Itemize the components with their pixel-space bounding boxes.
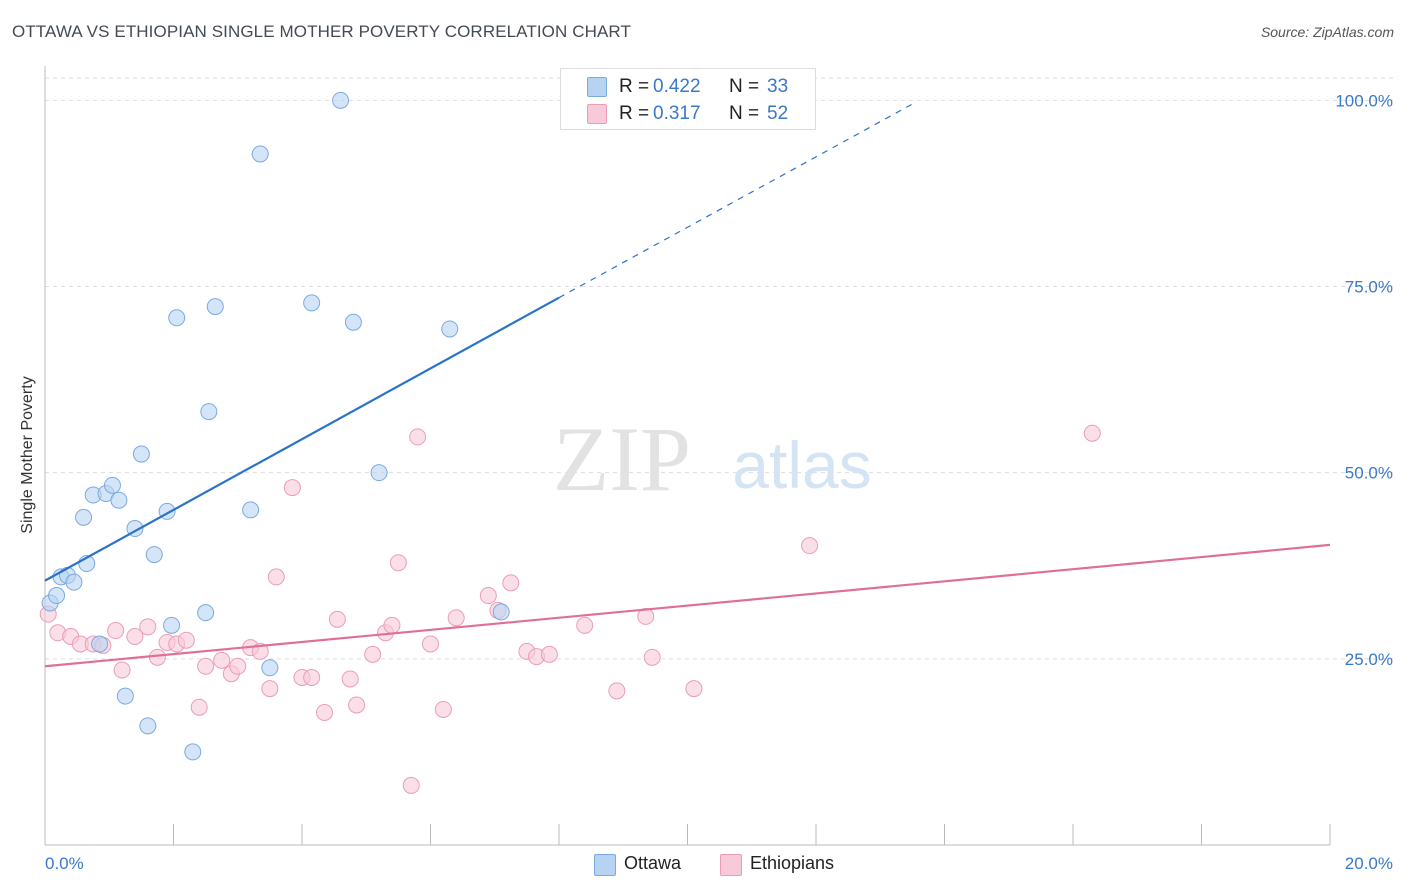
legend-row-ottawa: R = 0.422 N = 33 [561,75,815,101]
r-label: R = [619,103,650,124]
legend-label: Ethiopians [750,853,835,873]
ethiopians-point [685,680,703,698]
n-value: 52 [767,103,789,124]
n-label: N = [729,76,760,97]
watermark-zip: ZIP [553,408,691,510]
ethiopians-point [328,610,346,628]
ottawa-point [116,687,134,705]
ottawa-point [91,635,109,653]
ottawa-point [206,298,224,316]
ethiopians-point [348,696,366,714]
n-label: N = [729,103,760,124]
legend-label: Ottawa [624,853,682,873]
ottawa-point [132,445,150,463]
chart-title: OTTAWA VS ETHIOPIAN SINGLE MOTHER POVERT… [12,22,631,41]
ottawa-point [242,501,260,519]
y-tick-label: 50.0% [1345,464,1393,483]
ethiopians-point [643,648,661,666]
ethiopians-point [197,657,215,675]
ethiopians-trend-line [44,543,1331,668]
ethiopians-point [177,631,195,649]
correlation-legend: R = 0.422 N = 33 R = 0.317 N = 52 [560,68,816,130]
legend-row-ethiopians: R = 0.317 N = 52 [561,102,815,128]
ethiopians-point [303,668,321,686]
ethiopians-point [608,682,626,700]
ethiopians-point [139,618,157,636]
ethiopians-point [402,776,420,794]
ethiopians-point [801,537,819,555]
axes [44,66,1331,846]
ethiopians-point [637,607,655,625]
ethiopians-point [283,479,301,497]
ottawa-point [370,464,388,482]
r-label: R = [619,76,650,97]
ethiopians-point [1083,424,1101,442]
ottawa-point [75,508,93,526]
ethiopians-point [261,680,279,698]
ethiopians-point [190,698,208,716]
grid-lines [45,77,1395,660]
ethiopians-swatch [587,104,607,124]
ethiopians-point [113,661,131,679]
ethiopians-point [383,616,401,634]
ottawa-point [48,587,66,605]
r-value: 0.422 [653,76,701,97]
ottawa-swatch [594,854,616,876]
ottawa-trend-line [44,296,560,582]
ottawa-point [332,91,350,109]
ottawa-trend-extension [558,103,913,299]
ottawa-point [251,145,269,163]
ethiopians-point [229,657,247,675]
ottawa-point [197,604,215,622]
ethiopians-point [126,627,144,645]
r-value: 0.317 [653,103,701,124]
ethiopians-point [502,574,520,592]
watermark: ZIP atlas [553,408,872,510]
ottawa-point [145,546,163,564]
ethiopians-point [389,554,407,572]
source-credit: Source: ZipAtlas.com [1260,24,1394,40]
trend-lines [44,103,1331,668]
ottawa-point [110,491,128,509]
ottawa-point [344,313,362,331]
ottawa-point [492,603,510,621]
ethiopians-point [213,651,231,669]
ethiopians-point [479,587,497,605]
ottawa-point [200,403,218,421]
ethiopians-swatch [720,854,742,876]
ottawa-swatch [587,77,607,97]
ottawa-point [163,616,181,634]
watermark-atlas: atlas [732,428,871,502]
ottawa-point [139,717,157,735]
ottawa-point [168,309,186,327]
ottawa-point [65,573,83,591]
ottawa-point [303,294,321,312]
tick-labels: 25.0% 50.0% 75.0% 100.0% 0.0% 20.0% [45,91,1393,873]
y-tick-label: 25.0% [1345,650,1393,669]
ethiopians-point [434,700,452,718]
ethiopians-point [540,645,558,663]
ethiopians-point [267,568,285,586]
ethiopians-point [447,609,465,627]
ottawa-points [41,91,510,761]
ottawa-point [261,659,279,677]
ethiopians-point [422,635,439,653]
ethiopians-point [315,703,333,721]
ethiopians-point [576,616,594,634]
ethiopians-point [409,428,427,446]
ethiopians-point [148,648,166,666]
y-tick-label: 75.0% [1345,278,1393,297]
ottawa-point [184,743,202,761]
ethiopians-point [341,670,359,688]
ethiopians-point [364,645,382,663]
y-tick-label: 100.0% [1335,91,1393,110]
ottawa-point [441,320,459,338]
x-tick-label: 0.0% [45,854,84,873]
ethiopians-point [107,622,125,640]
ottawa-point [103,476,121,494]
n-value: 33 [767,76,789,97]
x-tick-label: 20.0% [1345,854,1393,873]
